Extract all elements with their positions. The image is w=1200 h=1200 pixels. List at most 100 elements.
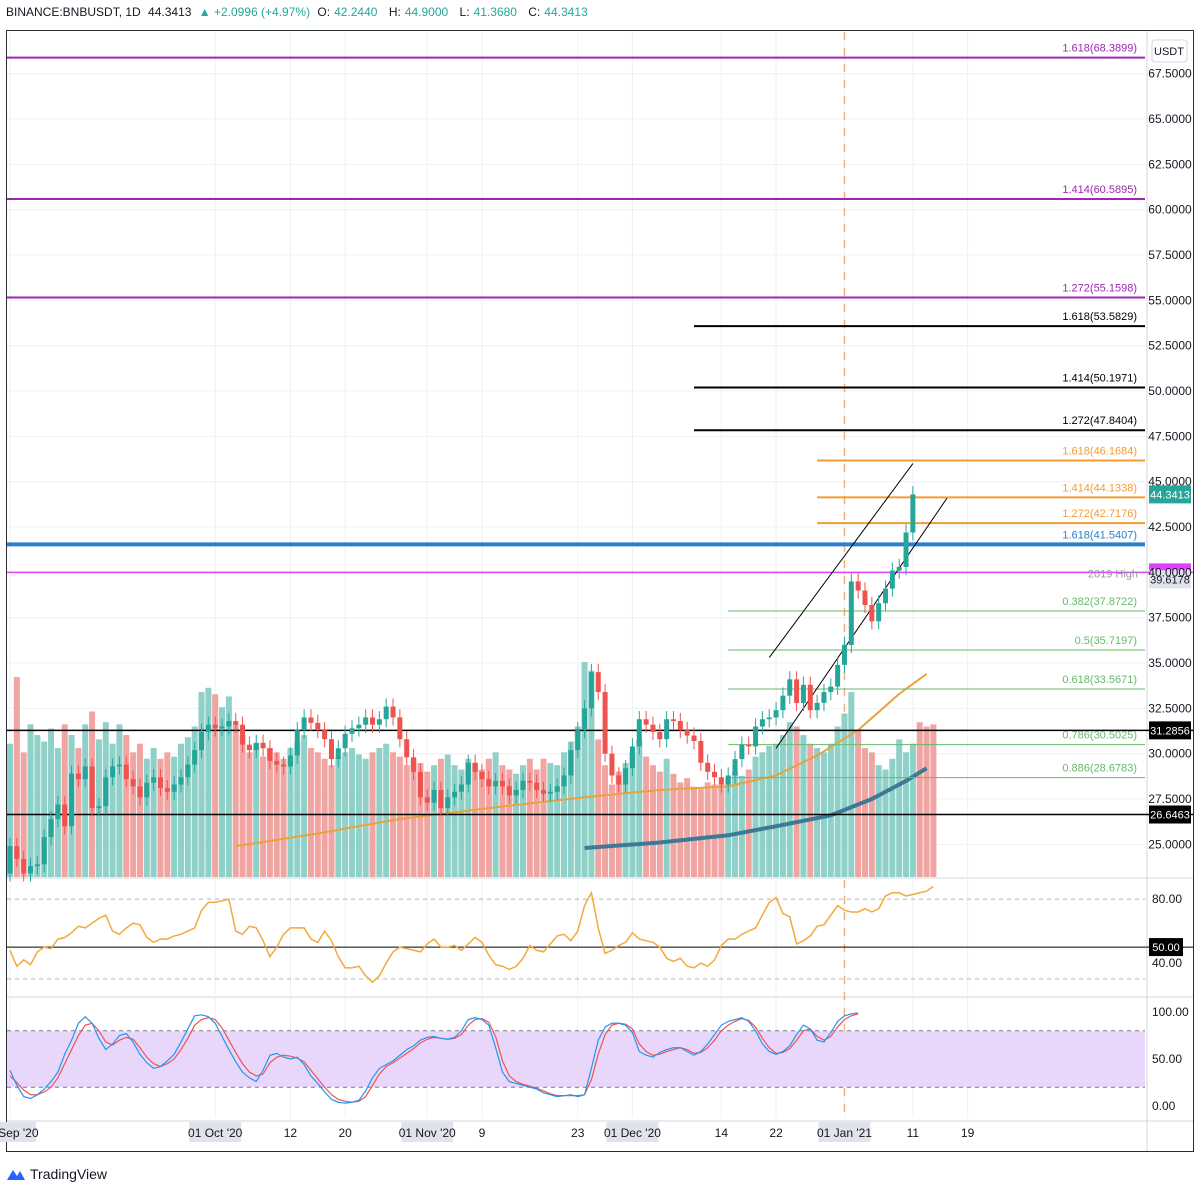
volume-bar [349,748,355,877]
volume-bar [670,773,677,877]
candle-body [691,735,697,742]
candle-body [773,710,779,718]
fib-level-label: 1.272(47.8404) [1062,415,1137,427]
volume-bar [930,724,937,877]
volume-bar [841,713,848,877]
volume-bar [431,765,438,877]
candle-body [629,746,635,769]
volume-bar [704,782,711,877]
volume-bar [834,726,841,877]
candle-body [34,864,40,867]
candle-body [746,744,752,747]
candle-body [130,779,136,787]
candle-body [424,797,430,803]
price-tick-label: 32.5000 [1148,701,1192,715]
candle-body [616,775,622,785]
volume-bar [27,724,34,877]
volume-bar [520,765,526,877]
volume-bar [752,756,759,877]
volume-bar [725,778,732,877]
candle-body [116,764,122,767]
candle-body [486,779,492,787]
volume-bar [862,748,868,877]
candle-body [807,684,813,711]
volume-bar [485,758,492,877]
volume-bar [896,739,903,877]
price-tick-label: 25.0000 [1148,837,1192,851]
candle-body [219,726,225,729]
candle-body [322,730,328,740]
candle-body [342,733,348,749]
candle-body [670,719,676,722]
candle-body [814,702,820,711]
candle-body [588,672,594,709]
fib-level-label: 1.272(55.1598) [1062,282,1137,294]
volume-bar [691,786,697,877]
volume-bar [335,756,342,877]
volume-bar [376,748,383,877]
price-tick-label: 62.5000 [1148,157,1192,171]
chart-header: BINANCE:BNBUSDT, 1D 44.3413 ▲ +2.0996 (+… [6,5,596,19]
fib-level-label: 1.618(53.5829) [1062,311,1137,323]
fib-level-label: 1.618(41.5407) [1062,529,1137,541]
time-tick-label: 22 [769,1126,783,1140]
candle-body [349,728,355,734]
candle-body [568,750,574,776]
volume-bar [608,784,615,877]
volume-bar [554,765,561,877]
volume-bar [923,726,930,877]
candle-body [835,664,841,687]
volume-bar [143,758,150,877]
time-tick-label: 14 [715,1126,729,1140]
candle-body [657,731,663,740]
volume-bar [738,775,745,877]
volume-bar [656,771,663,877]
stoch-d-line [9,1013,859,1103]
volume-bar [547,763,554,877]
volume-bar [232,724,239,877]
time-tick-label: 01 Nov '20 [399,1126,456,1140]
volume-bar [499,765,506,877]
volume-bar [109,743,116,877]
candle-body [527,780,533,783]
stoch-k-line [9,1012,859,1104]
candle-body [48,818,54,838]
candle-body [103,777,109,807]
volume-bar [622,763,629,877]
candle-body [240,724,246,745]
tradingview-footer[interactable]: TradingView [6,1166,107,1182]
price-tick-label: 42.5000 [1148,520,1192,534]
symbol-label[interactable]: BINANCE:BNBUSDT, 1D [6,5,141,19]
candle-body [246,744,252,751]
volume-bar [711,784,718,877]
channel-upper-line [768,463,914,658]
volume-bar [253,743,260,877]
candle-body [82,766,88,780]
price-tick-label: 60.0000 [1148,203,1192,217]
channel-lower-line [775,497,948,749]
volume-bar [478,769,485,877]
price-tick-label: 47.5000 [1148,429,1192,443]
volume-bar [34,735,41,877]
candle-body [698,741,704,763]
time-label-box [606,1122,659,1142]
time-tick-label: 12 [284,1126,298,1140]
candle-body [164,788,170,792]
candle-body [21,858,27,874]
candle-body [623,768,629,785]
volume-bar [526,758,533,877]
candle-body [732,759,738,776]
candle-body [787,679,793,696]
open-label: O: 42.2440 [317,5,381,19]
candle-body [705,762,711,772]
volume-bar [909,743,916,877]
price-tick-label: 52.5000 [1148,339,1192,353]
close-key: C: [528,5,541,19]
volume-bar [848,692,855,877]
last-price: 44.3413 [148,5,192,19]
volume-bar [41,741,48,877]
volume-bar [773,743,780,877]
candle-body [602,692,608,754]
price-tick-label: 30.0000 [1148,747,1192,761]
